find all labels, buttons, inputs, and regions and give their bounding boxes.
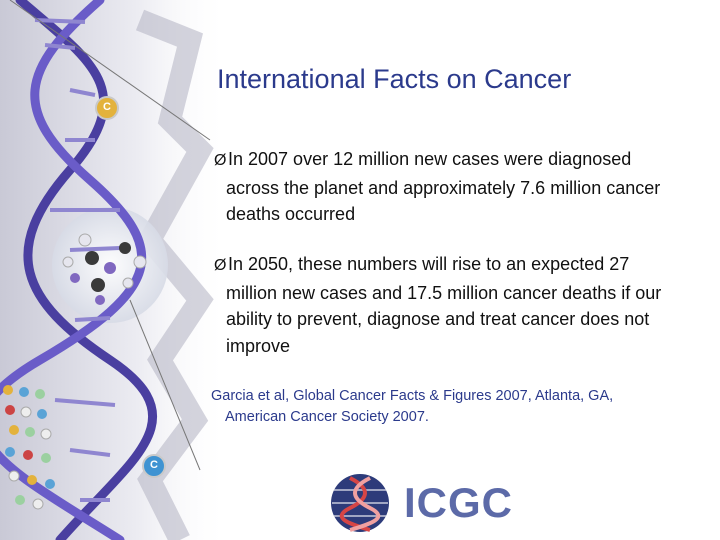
bullet-line: In 2007 over 12 million new cases were d… bbox=[228, 149, 632, 169]
bullet-line: improve bbox=[226, 335, 291, 356]
bullet-line: across the planet and approximately 7.6 … bbox=[226, 177, 661, 198]
bullet-item-2007: ØIn 2007 over 12 million new cases were … bbox=[214, 146, 714, 228]
bullet-arrow-icon: Ø bbox=[214, 152, 227, 169]
citation-line: American Cancer Society 2007. bbox=[225, 409, 429, 425]
bullet-line: deaths occurred bbox=[226, 204, 356, 224]
bullet-item-2050: ØIn 2050, these numbers will rise to an … bbox=[214, 251, 714, 359]
citation: Garcia et al, Global Cancer Facts & Figu… bbox=[211, 386, 691, 428]
icgc-logo-text: ICGC bbox=[404, 479, 513, 526]
bullet-line: In 2050, these numbers will rise to an e… bbox=[228, 254, 630, 274]
bullet-line: ability to prevent, diagnose and treat c… bbox=[226, 309, 650, 329]
bullet-arrow-icon: Ø bbox=[214, 257, 227, 274]
icgc-globe-logo-icon bbox=[331, 474, 389, 532]
citation-line: Garcia et al, Global Cancer Facts & Figu… bbox=[211, 388, 614, 404]
nucleotide-c-label-top: C bbox=[103, 101, 111, 113]
nucleotide-c-label-bottom: C bbox=[150, 459, 158, 471]
bullet-line: million new cases and 17.5 million cance… bbox=[226, 282, 662, 303]
slide-title: International Facts on Cancer bbox=[217, 64, 572, 94]
